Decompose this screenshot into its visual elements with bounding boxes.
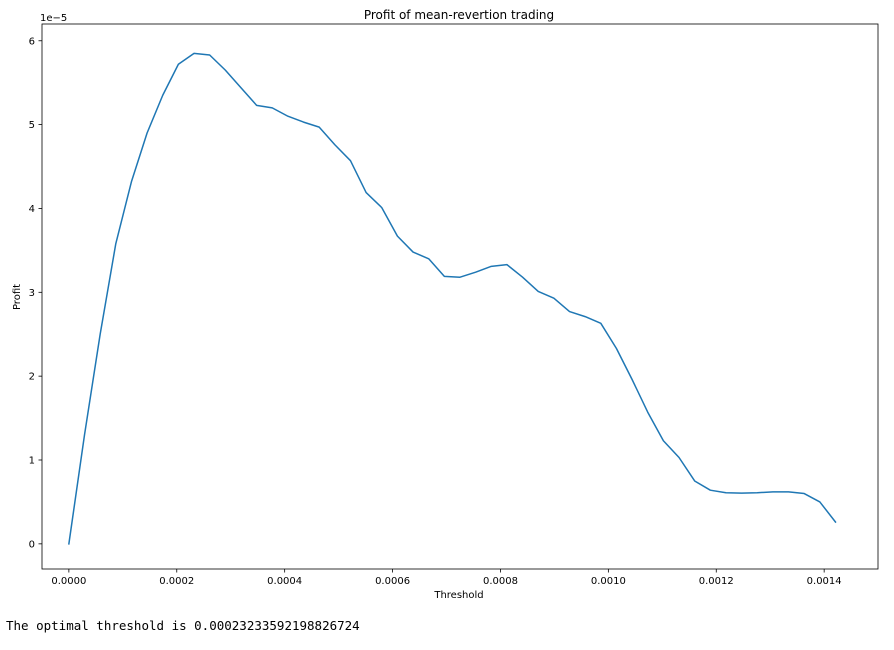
x-tick-label: 0.0012: [699, 576, 734, 587]
x-tick-label: 0.0000: [51, 576, 86, 587]
profit-line-chart: Profit of mean-revertion trading 1e−5 0.…: [12, 8, 879, 601]
y-tick-label: 6: [29, 36, 35, 47]
output-text: The optimal threshold is 0.0002323359219…: [6, 618, 360, 633]
x-tick-label: 0.0004: [267, 576, 302, 587]
x-axis-ticks: 0.0000 0.0002 0.0004 0.0006 0.0008 0.0010 0.00…: [51, 569, 842, 587]
y-tick-label: 1: [29, 456, 35, 467]
chart-title: Profit of mean-revertion trading: [364, 8, 554, 22]
x-tick-label: 0.0010: [591, 576, 626, 587]
y-tick-label: 0: [29, 539, 35, 550]
y-tick-label: 5: [29, 120, 35, 131]
y-axis-label: Profit: [12, 284, 23, 310]
x-tick-label: 0.0008: [483, 576, 518, 587]
y-tick-label: 2: [29, 372, 35, 383]
x-axis-label: Threshold: [433, 590, 483, 601]
y-tick-label: 3: [29, 288, 35, 299]
profit-series-line: [68, 52, 837, 545]
x-tick-label: 0.0006: [375, 576, 410, 587]
plot-area-frame: [41, 23, 879, 570]
y-axis-offset-label: 1e−5: [40, 13, 67, 24]
x-tick-label: 0.0014: [807, 576, 842, 587]
y-tick-label: 4: [29, 204, 35, 215]
y-axis-ticks: 0 1 2 3 4 5 6: [29, 36, 42, 550]
x-tick-label: 0.0002: [159, 576, 194, 587]
